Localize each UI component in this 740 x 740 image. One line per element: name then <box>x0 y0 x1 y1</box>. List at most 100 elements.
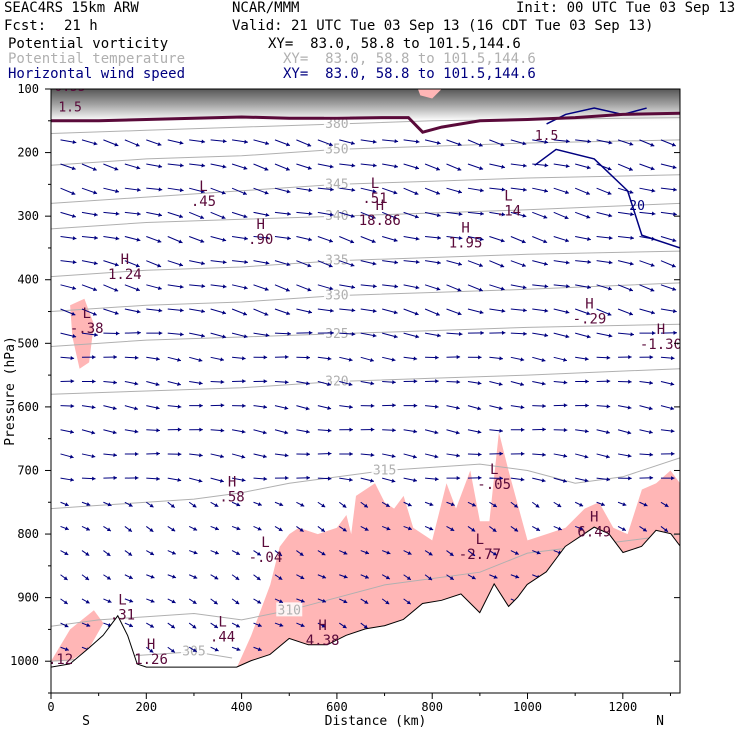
wind-vector-head <box>458 331 463 337</box>
wind-vector-head <box>201 139 206 144</box>
wind-vector-head <box>236 647 241 652</box>
extremum-high-marker: H <box>256 217 264 233</box>
wind-vector-head <box>350 262 355 267</box>
wind-vector-head <box>386 526 391 531</box>
wind-vector-head <box>71 166 76 171</box>
wind-vector-head <box>415 334 420 339</box>
wind-vector-head <box>214 575 219 580</box>
extremum-high-marker: H <box>585 297 593 313</box>
wind-vector-head <box>541 478 546 483</box>
wind-vector-head <box>622 502 627 507</box>
extremum-low-marker: L <box>504 189 512 205</box>
wind-vector-head <box>514 527 519 532</box>
wind-vector-head <box>285 475 289 481</box>
wind-vector-head <box>393 190 398 195</box>
wind-vector-head <box>414 311 419 316</box>
wind-vector-head <box>308 330 313 335</box>
theta-label-bg <box>323 287 350 302</box>
wind-vector-head <box>327 405 332 410</box>
wind-vector-head <box>64 647 69 652</box>
y-tick-label: 300 <box>17 209 39 223</box>
wind-vector-head <box>128 503 133 507</box>
wind-vector-head <box>300 575 305 580</box>
wind-vector-head <box>214 647 219 652</box>
extremum-value: .51 <box>362 191 387 207</box>
wind-vector-head <box>279 502 284 507</box>
wind-vector-head <box>586 334 591 339</box>
wind-vector-head <box>243 311 247 316</box>
wind-vector-head <box>364 574 369 579</box>
wind-vector-head <box>179 262 183 267</box>
wind-vector-head <box>242 379 246 384</box>
wind-vector-head <box>114 262 119 267</box>
wind-vector-head <box>177 357 181 362</box>
theta-label-bg <box>371 462 398 477</box>
wind-vector-head <box>392 380 396 385</box>
wind-vector-head <box>385 503 390 507</box>
wind-speed-contour <box>534 148 680 249</box>
wind-vector-head <box>92 166 97 171</box>
wind-vector-head <box>436 190 440 195</box>
wind-vector-head <box>458 261 462 266</box>
y-tick-label: 100 <box>17 82 39 96</box>
wind-vector-head <box>605 454 610 459</box>
wind-vector-head <box>92 476 96 481</box>
wind-vector-head <box>437 260 441 265</box>
wind-vector-head <box>92 379 96 384</box>
theta-contour-350 <box>51 139 680 166</box>
wind-vector-head <box>415 259 420 264</box>
pv-region <box>417 89 442 99</box>
x-tick-label: 800 <box>421 700 443 714</box>
wind-vector-head <box>342 503 347 508</box>
wind-vector-head <box>243 165 248 170</box>
wind-vector-head <box>523 187 527 192</box>
wind-vector-head <box>199 403 203 408</box>
wind-vector-head <box>670 428 675 434</box>
wind-vector-head <box>393 238 398 242</box>
wind-vector-head <box>372 261 377 266</box>
wind-vector-head <box>650 287 655 292</box>
wind-vector-head <box>278 552 282 556</box>
wind-vector-head <box>330 308 334 313</box>
wind-vector-head <box>608 286 612 291</box>
wind-vector-head <box>236 502 241 507</box>
wind-vector-head <box>219 478 224 483</box>
wind-vector-head <box>455 430 460 435</box>
wind-vector-head <box>629 261 634 266</box>
wind-vector-head <box>287 211 291 216</box>
wind-vector-head <box>93 190 98 195</box>
wind-vector-head <box>107 599 112 603</box>
fcst-label: Fcst: <box>4 18 47 34</box>
wind-vector-head <box>115 189 119 194</box>
wind-vector-head <box>193 575 198 579</box>
wind-vector-head <box>456 379 461 385</box>
endpoint-label-north: N <box>656 714 664 729</box>
wind-vector-head <box>457 287 462 292</box>
wind-vector-head <box>72 285 77 290</box>
wind-vector-head <box>621 527 626 531</box>
wind-vector-head <box>563 427 568 433</box>
wind-vector-head <box>128 575 133 579</box>
wind-vector-head <box>673 187 677 192</box>
wind-vector-head <box>587 139 592 144</box>
wind-vector-head <box>284 453 289 458</box>
wind-vector-head <box>306 355 311 360</box>
wind-vector-head <box>64 623 69 628</box>
wind-vector-head <box>608 333 613 338</box>
wind-vector-head <box>328 263 333 268</box>
wind-vector-head <box>608 140 613 145</box>
wind-vector-head <box>457 142 462 147</box>
wind-vector-head <box>85 599 90 604</box>
wind-vector-head <box>257 502 262 507</box>
wind-vector-head <box>587 236 591 241</box>
extremum-high-marker: H <box>376 198 384 214</box>
wind-vector-head <box>523 163 527 168</box>
wind-vector-head <box>364 600 369 604</box>
wind-vector-head <box>70 477 74 482</box>
extremum-value: -2.77 <box>459 547 501 563</box>
wind-vector-head <box>200 189 205 194</box>
wind-vector-head <box>672 165 677 170</box>
wind-vector-head <box>436 213 441 218</box>
wind-vector-head <box>435 311 440 316</box>
wind-vector-head <box>651 236 656 241</box>
